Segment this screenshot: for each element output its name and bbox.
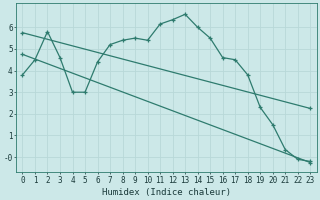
X-axis label: Humidex (Indice chaleur): Humidex (Indice chaleur) xyxy=(102,188,231,197)
